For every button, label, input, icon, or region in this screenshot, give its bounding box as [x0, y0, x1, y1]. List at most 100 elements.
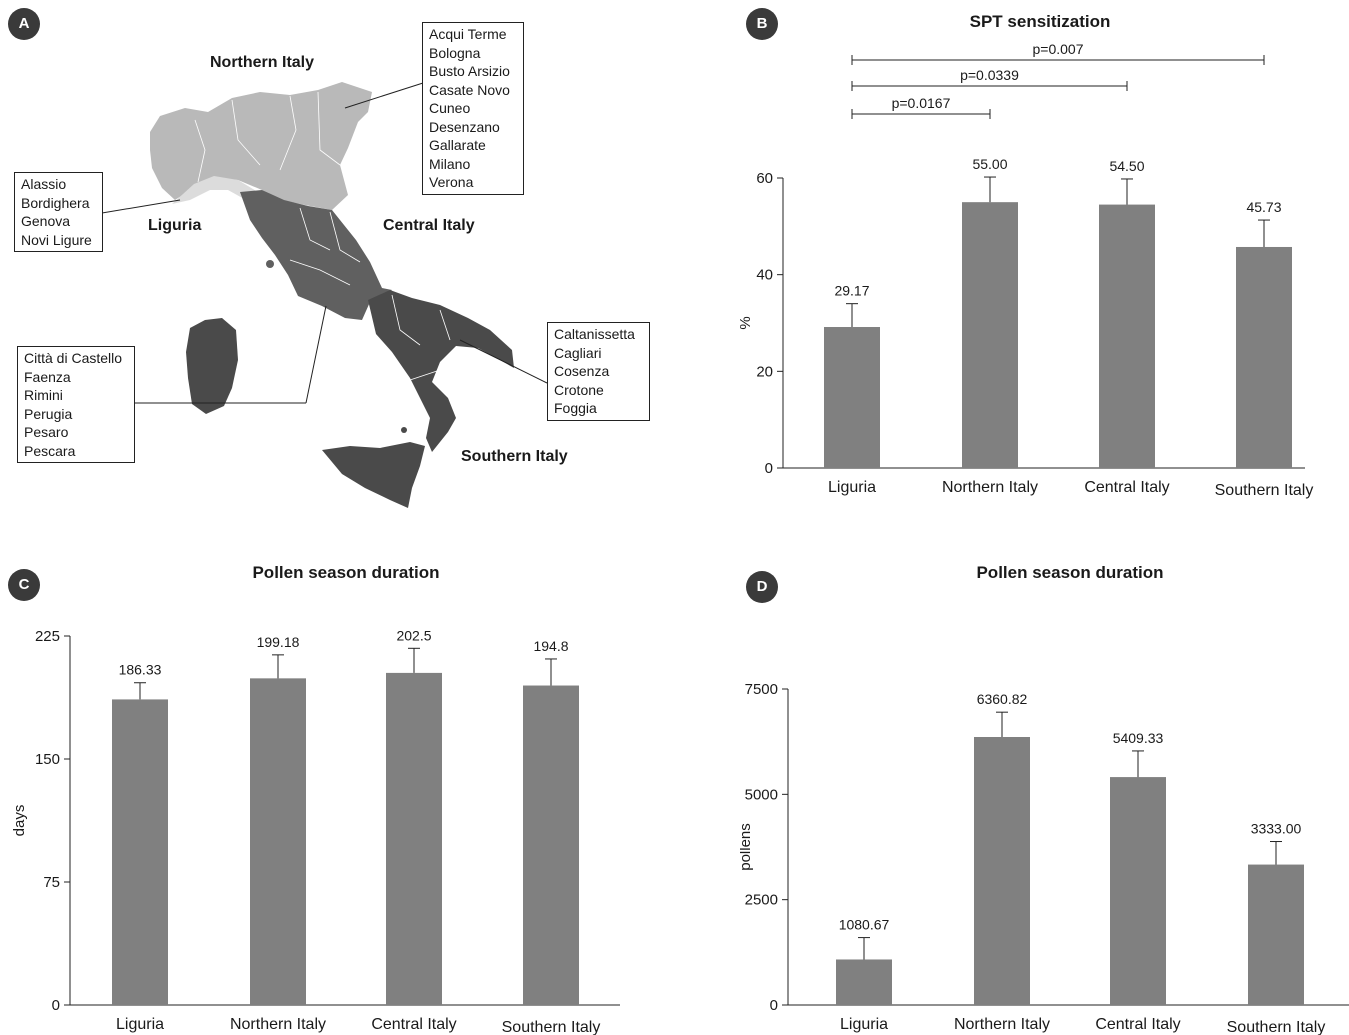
y-axis-label: %: [740, 316, 754, 329]
x-tick-label: Liguria: [116, 1016, 164, 1033]
city-list-northern: Acqui Terme Bologna Busto Arsizio Casate No…: [422, 22, 524, 195]
bar: [1110, 777, 1166, 1005]
panel-b: B SPT sensitization 0 20 40 60% 29.17 Liguria…: [740, 0, 1349, 520]
city-name: Faenza: [24, 368, 71, 385]
region-label-liguria: Liguria: [148, 217, 202, 234]
city-name: Bologna: [429, 44, 481, 61]
x-tick-label: Central Italy: [371, 1016, 456, 1033]
region-label-central: Central Italy: [383, 217, 475, 234]
city-name: Acqui Terme: [429, 26, 507, 42]
region-label-southern: Southern Italy: [461, 448, 568, 465]
significance-label: p=0.007: [1033, 41, 1084, 57]
bar: [112, 699, 168, 1005]
y-tick-label: 0: [770, 997, 778, 1014]
y-axis-label: pollens: [740, 823, 754, 871]
panel-a-map: A: [0, 0, 660, 520]
significance-label: p=0.0167: [892, 95, 951, 111]
city-name: Verona: [429, 174, 474, 190]
y-tick-label: 150: [35, 751, 60, 768]
data-label: 6360.82: [977, 691, 1028, 707]
data-label: 55.00: [972, 156, 1007, 172]
panel-c: C Pollen season duration 0 75 150 225 days 18…: [0, 555, 660, 1035]
leader-lines: [101, 82, 548, 404]
y-tick-label: 60: [756, 170, 773, 187]
bar: [824, 327, 880, 468]
city-name: Città di Castello: [24, 350, 123, 366]
city-list-central: Città di Castello Faenza Rimini Perugia Pesa…: [17, 346, 135, 463]
panel-badge-c: C: [8, 569, 40, 601]
x-tick-label: Central Italy: [1095, 1016, 1180, 1033]
bar: [1248, 864, 1304, 1005]
y-tick-label: 20: [756, 363, 773, 380]
significance-label: p=0.0339: [960, 67, 1019, 83]
chart-title-d: Pollen season duration: [976, 563, 1164, 582]
x-tick-label: Southern Italy: [502, 1019, 601, 1035]
city-name: Gallarate: [429, 137, 486, 153]
city-name: Cuneo: [429, 100, 471, 116]
city-name: Pescara: [24, 442, 76, 459]
panel-badge-a: A: [8, 8, 40, 40]
bar: [836, 959, 892, 1005]
city-name: Casate Novo: [429, 81, 510, 98]
data-label: 1080.67: [839, 917, 890, 933]
city-name: Caltanissetta: [554, 326, 635, 342]
y-axis-label: days: [11, 805, 28, 837]
city-name: Milano: [429, 155, 471, 172]
data-label: 5409.33: [1113, 730, 1164, 746]
city-name: Rimini: [24, 387, 63, 403]
y-tick-label: 75: [43, 874, 60, 891]
y-tick-label: 7500: [745, 681, 778, 698]
y-tick-label: 5000: [745, 786, 778, 803]
island-elba: [266, 260, 274, 268]
city-name: Pesaro: [24, 424, 69, 440]
city-name: Cagliari: [554, 344, 602, 361]
bar: [1099, 204, 1155, 469]
data-label: 54.50: [1109, 158, 1144, 174]
chart-d-svg: 0 2500 5000 7500 pollens 1080.67 Liguria 6360.8…: [740, 681, 1349, 1035]
island-small: [401, 427, 407, 433]
y-tick-label: 2500: [745, 892, 778, 909]
island-sardinia: [186, 318, 238, 414]
chart-title-b: SPT sensitization: [969, 12, 1111, 31]
region-central-italy: [240, 190, 392, 320]
y-tick-label: 40: [756, 267, 773, 284]
city-list-southern: Caltanissetta Cagliari Cosenza Crotone Foggi…: [547, 322, 650, 421]
region-label-northern: Northern Italy: [210, 54, 315, 71]
region-northern-italy: [150, 82, 372, 210]
italy-map: [101, 82, 548, 508]
bar: [974, 736, 1030, 1005]
city-name: Novi Ligure: [21, 231, 92, 248]
data-label: 45.73: [1246, 199, 1281, 215]
data-label: 29.17: [834, 283, 869, 299]
data-label: 202.5: [396, 627, 431, 643]
x-tick-label: Central Italy: [1084, 479, 1169, 496]
city-list-liguria: Alassio Bordighera Genova Novi Ligure: [14, 172, 103, 252]
data-label: 3333.00: [1251, 821, 1302, 837]
y-tick-label: 225: [35, 628, 60, 645]
bar: [962, 202, 1018, 468]
city-name: Cosenza: [554, 363, 610, 379]
panel-d: D Pollen season duration 0 2500 5000 7500 po…: [740, 555, 1349, 1035]
x-tick-label: Liguria: [828, 479, 876, 496]
x-tick-label: Northern Italy: [230, 1016, 326, 1033]
chart-b-svg: 0 20 40 60% 29.17 Liguria 55.00 Northern Italy 5…: [740, 41, 1314, 499]
x-tick-label: Northern Italy: [942, 479, 1038, 496]
city-name: Genova: [21, 213, 71, 229]
region-borders: [194, 91, 451, 381]
city-name: Bordighera: [21, 194, 90, 211]
panel-badge-d: D: [746, 571, 778, 603]
bar: [1236, 246, 1292, 468]
x-tick-label: Liguria: [840, 1016, 888, 1033]
city-name: Perugia: [24, 405, 73, 422]
city-name: Foggia: [554, 400, 597, 416]
x-tick-label: Southern Italy: [1227, 1019, 1326, 1035]
chart-title-c: Pollen season duration: [252, 563, 440, 582]
city-name: Busto Arsizio: [429, 63, 510, 79]
bar: [250, 678, 306, 1005]
chart-c-svg: 0 75 150 225 days 186.33 Liguria 199.18 Northern…: [11, 627, 620, 1035]
city-name: Desenzano: [429, 118, 500, 135]
region-southern-italy: [368, 290, 514, 452]
x-tick-label: Southern Italy: [1215, 482, 1314, 499]
bar: [386, 672, 442, 1005]
x-tick-label: Northern Italy: [954, 1016, 1050, 1033]
